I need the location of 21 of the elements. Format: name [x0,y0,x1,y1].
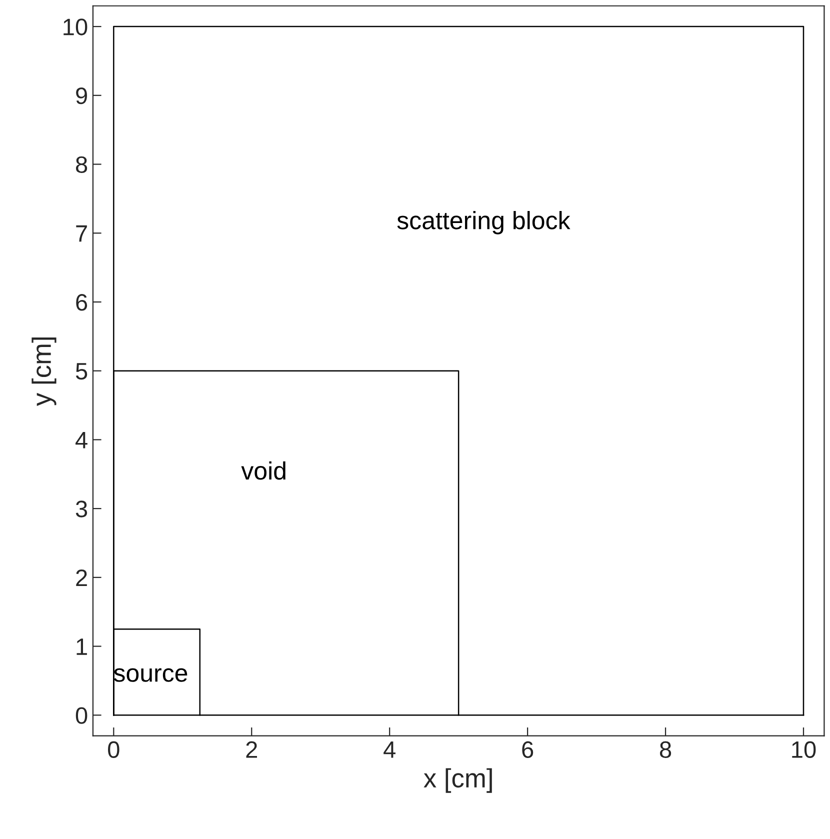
x-tick-label: 8 [660,741,672,758]
y-tick-label: 8 [76,156,88,174]
y-tick-label: 5 [76,363,88,380]
x-tick-label: 4 [384,742,396,758]
x-tick-label: 10 [792,741,816,758]
y-tick-label: 4 [76,432,88,448]
x-axis-title: x [cm] [424,768,492,793]
x-tick-label: 0 [108,741,120,758]
y-tick-label: 1 [76,638,87,655]
y-tick-label: 3 [76,500,88,518]
y-tick-label: 2 [76,569,87,586]
y-tick-label: 7 [76,225,87,242]
x-tick-label: 2 [246,741,258,758]
y-axis-title: y [cm] [32,338,56,406]
x-tick-label: 6 [522,741,534,758]
y-tick-label: 0 [76,707,88,724]
y-tick-label: 6 [76,294,88,311]
y-tick-label: 10 [64,18,88,36]
y-tick-label: 9 [76,87,87,104]
annotation: void [241,461,286,480]
annotation: scattering block [397,211,570,234]
